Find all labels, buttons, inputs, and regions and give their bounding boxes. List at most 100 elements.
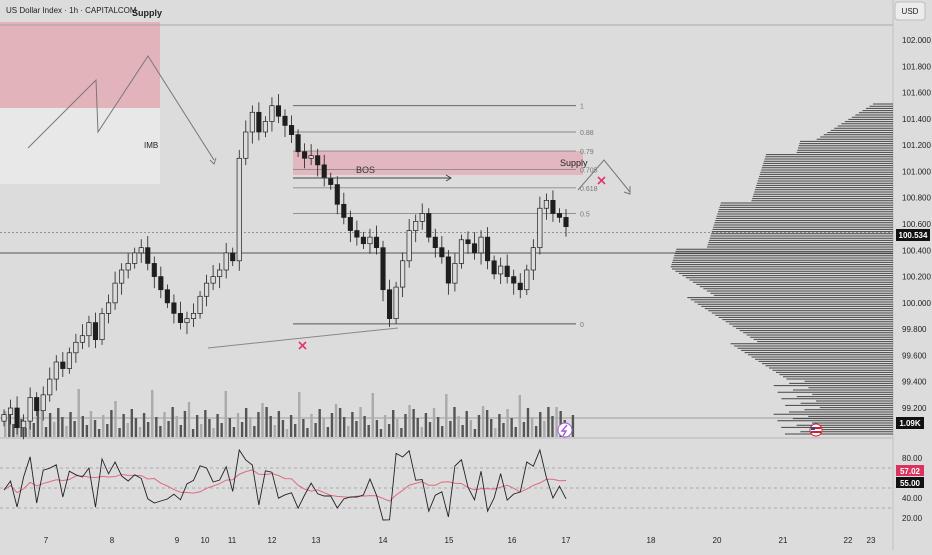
volume-bar bbox=[461, 425, 464, 437]
candle-body bbox=[236, 157, 242, 262]
supply-label-fib: Supply bbox=[560, 158, 588, 168]
volume-bar bbox=[249, 417, 252, 437]
candle-body bbox=[223, 252, 229, 271]
current-price-badge: 100.534 bbox=[896, 229, 930, 241]
volume-bar bbox=[302, 419, 305, 437]
candle bbox=[406, 219, 412, 268]
volume-bar bbox=[257, 412, 260, 437]
currency-button[interactable]: USD bbox=[894, 1, 926, 21]
volume-bar bbox=[318, 409, 321, 437]
volume-bar bbox=[106, 424, 109, 437]
volume-bar bbox=[416, 418, 419, 437]
candle bbox=[158, 266, 164, 299]
time-axis[interactable]: 7 8 9 10 11 12 13 14 15 16 17 18 20 21 22 23 bbox=[44, 536, 876, 545]
candle bbox=[184, 311, 190, 335]
candle-body bbox=[119, 269, 125, 284]
price-tick-label: 99.200 bbox=[902, 404, 927, 413]
candle bbox=[543, 193, 549, 220]
volume-bar bbox=[28, 414, 31, 437]
time-tick-label: 20 bbox=[713, 536, 722, 545]
supply-zone-fib bbox=[293, 151, 583, 175]
volume-bar bbox=[363, 416, 366, 437]
candle-body bbox=[256, 111, 262, 133]
candle-body bbox=[439, 247, 445, 258]
flag-icon[interactable] bbox=[809, 423, 823, 437]
candle bbox=[66, 347, 72, 374]
volume-bar bbox=[469, 420, 473, 437]
volume-bar bbox=[338, 408, 342, 437]
fib-level-label: 0 bbox=[580, 322, 584, 329]
volume-bar bbox=[36, 409, 40, 437]
x-marker-low bbox=[298, 341, 307, 350]
volume-bar bbox=[48, 413, 52, 437]
candle bbox=[471, 232, 478, 260]
volume-bar bbox=[175, 416, 178, 437]
price-tick-label: 100.800 bbox=[902, 194, 931, 203]
volume-bar bbox=[253, 426, 256, 437]
candle bbox=[1, 409, 7, 427]
price-axis[interactable]: 102.000 101.800 101.600 101.400 101.200 101.0… bbox=[902, 36, 931, 413]
volume-bar bbox=[159, 426, 162, 437]
volume-bar bbox=[298, 392, 301, 437]
candle bbox=[197, 291, 203, 319]
candle-body bbox=[27, 397, 33, 422]
volume-bar bbox=[134, 418, 138, 437]
volume-bar bbox=[518, 395, 522, 437]
candle bbox=[413, 214, 419, 243]
candle-body bbox=[249, 111, 255, 133]
volume-bar bbox=[220, 423, 223, 437]
candle bbox=[295, 129, 301, 157]
time-tick-label: 9 bbox=[175, 536, 180, 545]
volume-bar bbox=[24, 428, 27, 437]
candle bbox=[40, 386, 46, 421]
candle bbox=[426, 208, 432, 243]
candle-body bbox=[465, 239, 471, 245]
candle-body bbox=[426, 213, 432, 238]
volume-bar bbox=[408, 405, 411, 437]
candle bbox=[465, 231, 471, 254]
time-tick-label: 23 bbox=[867, 536, 876, 545]
chart-title: US Dollar Index · 1h · CAPITALCOM bbox=[6, 6, 137, 15]
volume-bar bbox=[126, 423, 129, 437]
candle bbox=[164, 284, 170, 309]
volume-bar bbox=[293, 424, 297, 437]
volume-bar bbox=[555, 407, 558, 437]
volume-bar bbox=[151, 390, 154, 437]
candle-body bbox=[275, 105, 282, 117]
candle bbox=[171, 294, 177, 324]
projection-arrowhead-left bbox=[209, 157, 217, 165]
lightning-icon[interactable] bbox=[557, 422, 573, 438]
volume-bar bbox=[506, 409, 509, 437]
volume-bar bbox=[526, 408, 530, 437]
candle-body bbox=[530, 247, 536, 271]
volume-bar bbox=[432, 408, 436, 437]
candle-body bbox=[112, 282, 118, 304]
candle bbox=[236, 149, 242, 271]
time-tick-label: 8 bbox=[110, 536, 115, 545]
candle-body bbox=[315, 155, 321, 166]
volume-bar bbox=[371, 393, 374, 437]
candle bbox=[419, 203, 425, 230]
candle-body bbox=[393, 286, 399, 319]
candle bbox=[563, 209, 569, 237]
volume-bar bbox=[138, 427, 142, 437]
candle-body bbox=[380, 247, 386, 291]
volume-bar bbox=[69, 412, 72, 437]
candles bbox=[1, 94, 569, 440]
price-tick-label: 99.600 bbox=[902, 351, 927, 360]
candle-body bbox=[99, 313, 105, 341]
current-price-value: 100.534 bbox=[899, 231, 928, 240]
volume-bar bbox=[146, 422, 150, 437]
volume-profile bbox=[670, 103, 893, 435]
candle-body bbox=[400, 260, 406, 288]
time-tick-label: 21 bbox=[779, 536, 788, 545]
time-tick-label: 12 bbox=[268, 536, 277, 545]
volume-bar bbox=[543, 421, 546, 437]
bos-arrow bbox=[445, 174, 452, 182]
candle-body bbox=[86, 322, 92, 337]
volume-bar bbox=[485, 410, 489, 437]
currency-button-label[interactable]: USD bbox=[902, 7, 919, 16]
volume-bar bbox=[261, 403, 264, 437]
